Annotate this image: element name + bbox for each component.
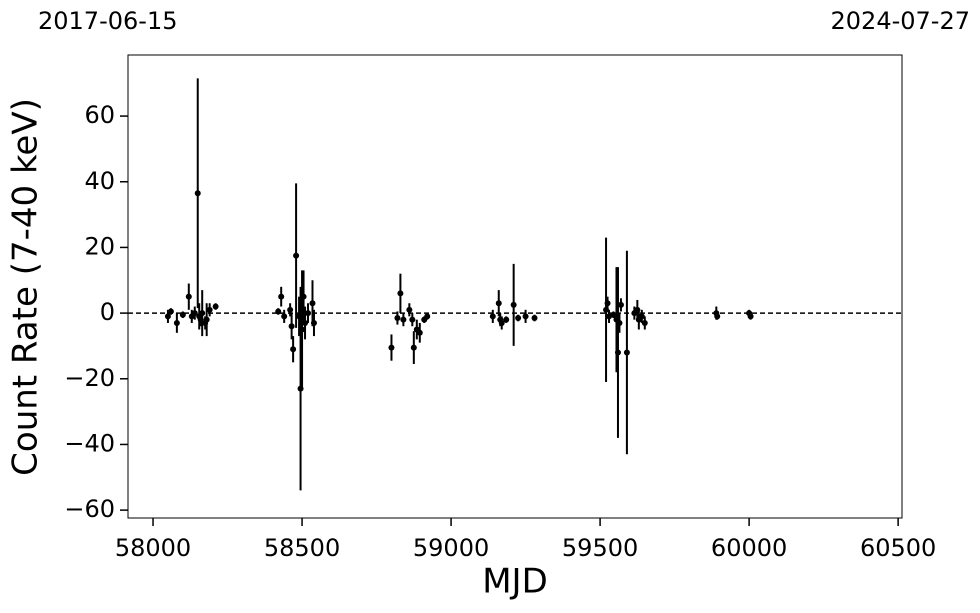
x-tick-label: 60000	[711, 534, 787, 562]
data-point	[623, 349, 630, 356]
data-point	[410, 344, 417, 351]
data-point	[409, 316, 416, 323]
y-tick-label: 20	[84, 232, 115, 260]
data-point	[515, 315, 522, 322]
data-point	[287, 306, 294, 313]
data-point	[302, 319, 309, 326]
data-point	[747, 313, 754, 320]
data-point	[638, 313, 645, 320]
data-point	[503, 316, 510, 323]
date-start: 2017-06-15	[38, 7, 177, 35]
x-tick-label: 59500	[562, 534, 638, 562]
data-point	[288, 323, 295, 330]
data-point	[388, 344, 395, 351]
data-point	[305, 310, 312, 317]
y-tick-label: 0	[100, 298, 115, 326]
data-point	[531, 315, 538, 322]
y-axis-label: Count Rate (7-40 keV)	[6, 98, 46, 476]
data-point	[275, 308, 282, 315]
data-point	[616, 319, 623, 326]
data-point	[199, 310, 206, 317]
x-tick-label: 58000	[115, 534, 191, 562]
data-point	[400, 316, 407, 323]
data-point	[614, 349, 621, 356]
x-tick-label: 58500	[264, 534, 340, 562]
data-point	[299, 326, 306, 333]
data-point	[495, 300, 502, 307]
data-point	[293, 252, 300, 259]
data-point	[424, 313, 431, 320]
data-point	[290, 346, 297, 353]
data-point	[416, 329, 423, 336]
y-tick-label: −40	[64, 429, 115, 457]
y-tick-label: 40	[84, 167, 115, 195]
data-point	[617, 301, 624, 308]
data-point	[714, 313, 721, 320]
data-point	[394, 315, 401, 322]
data-point	[167, 308, 174, 315]
x-tick-label: 59000	[413, 534, 489, 562]
data-point	[498, 319, 505, 326]
data-point	[191, 310, 198, 317]
data-point	[194, 190, 201, 197]
data-point	[278, 293, 285, 300]
y-tick-label: 60	[84, 101, 115, 129]
data-point	[185, 293, 192, 300]
data-point	[206, 306, 213, 313]
x-tick-label: 60500	[860, 534, 936, 562]
data-point	[610, 311, 617, 318]
data-point	[281, 313, 288, 320]
data-point	[164, 313, 171, 320]
plot-frame	[127, 54, 903, 519]
y-tick-label: −60	[64, 495, 115, 523]
data-point	[604, 300, 611, 307]
y-tick-label: −20	[64, 364, 115, 392]
data-point	[212, 303, 219, 310]
data-point	[489, 313, 496, 320]
data-point	[309, 300, 316, 307]
date-end: 2024-07-27	[831, 7, 970, 35]
data-point	[522, 313, 529, 320]
data-point	[397, 290, 404, 297]
data-point	[641, 319, 648, 326]
data-point	[300, 293, 307, 300]
data-point	[173, 319, 180, 326]
data-point	[310, 319, 317, 326]
data-point	[203, 316, 210, 323]
data-point	[510, 301, 517, 308]
data-point	[179, 311, 186, 318]
x-axis-label: MJD	[482, 562, 548, 602]
data-point	[406, 306, 413, 313]
